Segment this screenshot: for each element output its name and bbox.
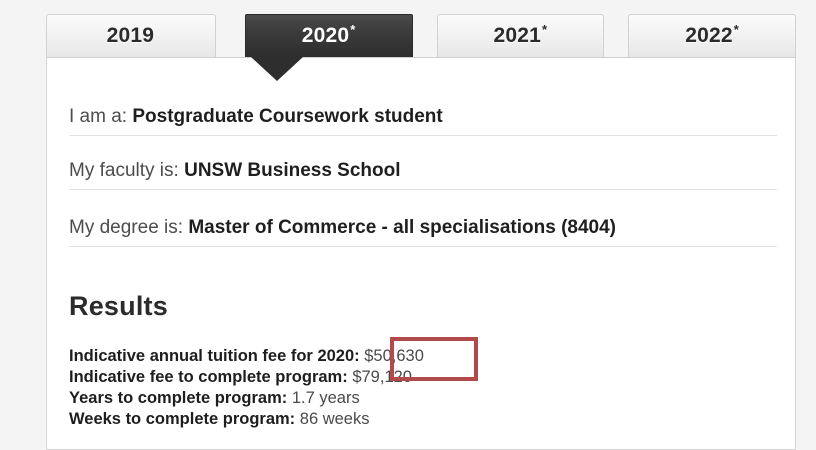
selection-value-student-type: Postgraduate Coursework student	[132, 106, 443, 127]
divider-degree	[69, 246, 777, 247]
tab-2020[interactable]: 2020 *	[244, 14, 413, 58]
results-list: Indicative annual tuition fee for 2020: …	[69, 346, 769, 430]
selection-label-student-type: I am a:	[69, 106, 128, 127]
selection-label-faculty: My faculty is:	[69, 160, 179, 181]
result-label-annual-tuition-fee: Indicative annual tuition fee for 2020:	[69, 347, 360, 365]
tab-2021-label: 2021	[493, 24, 541, 47]
result-row-annual-tuition-fee: Indicative annual tuition fee for 2020: …	[69, 346, 769, 367]
selection-label-degree: My degree is:	[69, 217, 184, 238]
result-row-weeks-to-complete: Weeks to complete program: 86 weeks	[69, 409, 769, 430]
result-label-weeks-to-complete: Weeks to complete program:	[69, 410, 296, 428]
selection-row-student-type[interactable]: I am a: Postgraduate Coursework student	[69, 106, 777, 128]
result-value-total-program-fee: $79,120	[352, 368, 412, 386]
active-tab-pointer-icon	[251, 57, 303, 81]
result-row-total-program-fee: Indicative fee to complete program: $79,…	[69, 367, 769, 388]
result-value-weeks-to-complete: 86 weeks	[299, 410, 370, 428]
selection-row-faculty[interactable]: My faculty is: UNSW Business School	[69, 160, 777, 182]
result-label-total-program-fee: Indicative fee to complete program:	[69, 368, 348, 386]
tab-2020-label: 2020	[301, 24, 350, 47]
selection-value-faculty: UNSW Business School	[184, 160, 401, 181]
results-heading: Results	[69, 291, 168, 321]
result-value-annual-tuition-fee: $50,630	[364, 347, 424, 365]
result-value-years-to-complete: 1.7 years	[291, 389, 360, 407]
tab-2019[interactable]: 2019	[46, 14, 216, 58]
result-row-years-to-complete: Years to complete program: 1.7 years	[69, 388, 769, 409]
result-label-years-to-complete: Years to complete program:	[69, 389, 288, 407]
tab-2019-label: 2019	[106, 24, 155, 47]
divider-faculty	[69, 189, 777, 190]
selection-value-degree: Master of Commerce - all specialisations…	[188, 217, 616, 238]
year-tab-bar: 2019 2020 * 2021 * 2022 *	[46, 14, 796, 58]
divider-student-type	[69, 135, 777, 136]
selection-row-degree[interactable]: My degree is: Master of Commerce - all s…	[69, 217, 777, 239]
tab-2021[interactable]: 2021 *	[436, 14, 605, 58]
tab-2022[interactable]: 2022 *	[628, 14, 796, 58]
results-panel: I am a: Postgraduate Coursework student …	[46, 57, 796, 450]
tab-2022-label: 2022	[685, 24, 733, 47]
